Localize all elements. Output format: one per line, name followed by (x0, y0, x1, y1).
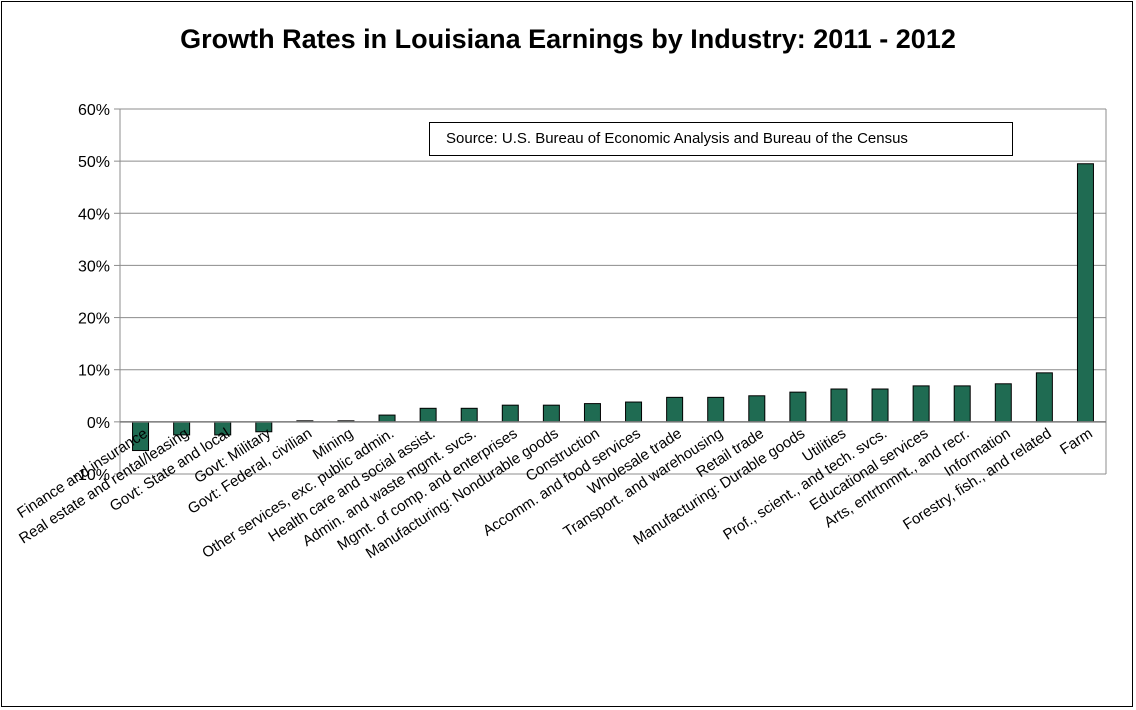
y-tick-label: 10% (78, 363, 110, 380)
chart-title: Growth Rates in Louisiana Earnings by In… (180, 24, 956, 54)
y-tick-label: 40% (78, 206, 110, 223)
bar (666, 396, 684, 423)
bar (378, 414, 396, 423)
x-tick-label: Farm (1057, 425, 1096, 458)
bar (830, 388, 848, 423)
bar (625, 401, 643, 423)
y-tick-label: 50% (78, 154, 110, 171)
y-tick-label: 0% (87, 415, 110, 432)
bar (748, 395, 766, 423)
y-tick-label: 60% (78, 102, 110, 119)
y-tick-label: -10% (73, 467, 110, 484)
x-tick-label: Real estate and rental/leasing (16, 425, 192, 547)
bar (871, 388, 889, 423)
bar (1076, 163, 1094, 423)
bar (583, 403, 601, 423)
y-tick-label: 30% (78, 258, 110, 275)
bar (994, 383, 1012, 423)
bar (1035, 372, 1053, 423)
bar (501, 404, 519, 423)
bar (789, 391, 807, 423)
bar (953, 385, 971, 423)
bar (542, 404, 560, 423)
bar (419, 407, 437, 423)
source-annotation: Source: U.S. Bureau of Economic Analysis… (429, 122, 1013, 156)
bar (707, 396, 725, 423)
y-tick-label: 20% (78, 311, 110, 328)
bar (460, 407, 478, 423)
bar (912, 385, 930, 423)
